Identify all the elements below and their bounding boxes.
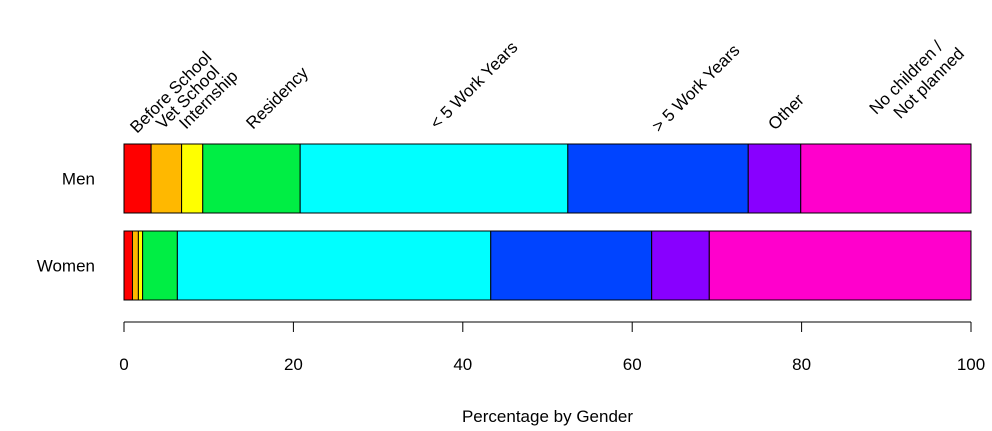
segment-label: < 5 Work Years: [426, 38, 521, 133]
bar-segment: [747, 143, 802, 214]
bar-segment: [490, 230, 653, 301]
x-axis-title: Percentage by Gender: [462, 407, 633, 426]
bar-segment: [181, 143, 204, 214]
x-tick-label: 100: [957, 355, 985, 374]
bar-segment: [150, 143, 183, 214]
x-tick-label: 40: [453, 355, 472, 374]
bar-segment: [708, 230, 972, 301]
category-label: Women: [37, 257, 95, 276]
bar-segment: [176, 230, 492, 301]
bar-segment: [567, 143, 749, 214]
x-tick-label: 0: [119, 355, 128, 374]
x-tick-label: 80: [792, 355, 811, 374]
bar-segment: [202, 143, 301, 214]
x-tick-label: 20: [284, 355, 303, 374]
category-label: Men: [62, 170, 95, 189]
bar-segment: [123, 143, 152, 214]
bar-outline: [123, 143, 972, 214]
segment-label: No children /Not planned: [866, 30, 968, 132]
x-axis: 0 20 40 60 80 100: [119, 321, 985, 374]
bar-segment: [651, 230, 710, 301]
bar-segment: [123, 230, 133, 301]
segment-label: Other: [764, 90, 808, 134]
bar-outline: [123, 230, 972, 301]
category-labels: Men Women: [37, 170, 95, 276]
segment-label: > 5 Work Years: [648, 41, 743, 136]
bar-segment: [800, 143, 972, 214]
bar-segment: [142, 230, 178, 301]
bar-segment: [137, 230, 144, 301]
x-tick-label: 60: [623, 355, 642, 374]
bars-group: [123, 143, 972, 301]
bar-segment: [131, 230, 139, 301]
bar-segment: [299, 143, 569, 214]
segment-label: Residency: [242, 63, 312, 133]
